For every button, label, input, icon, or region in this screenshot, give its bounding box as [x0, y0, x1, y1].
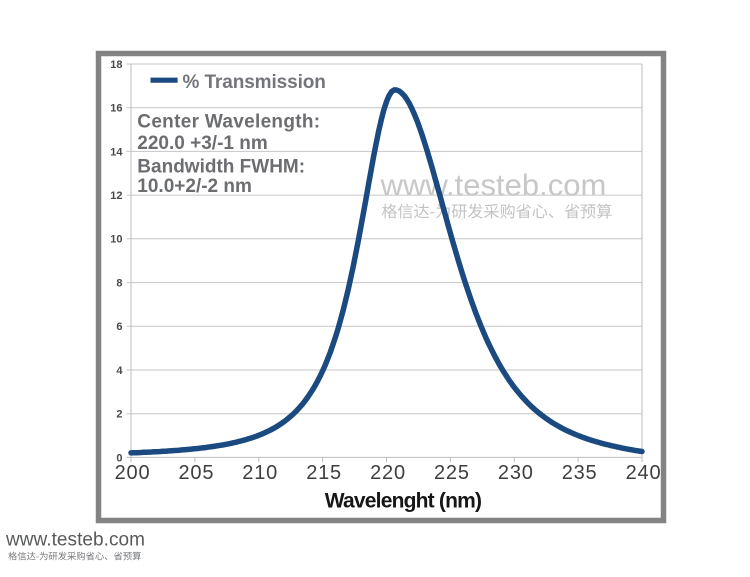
svg-text:12: 12 — [110, 190, 122, 202]
svg-text:10: 10 — [110, 234, 122, 246]
svg-text:18: 18 — [110, 59, 122, 71]
svg-text:0: 0 — [116, 452, 122, 464]
svg-text:6: 6 — [116, 321, 122, 333]
svg-text:Center Wavelength:: Center Wavelength: — [137, 112, 320, 133]
svg-text:% Transmission: % Transmission — [183, 72, 326, 93]
svg-text:10.0+2/-2 nm: 10.0+2/-2 nm — [137, 176, 252, 197]
svg-text:225: 225 — [434, 462, 470, 484]
svg-text:200: 200 — [115, 462, 151, 484]
svg-text:www.testeb.com: www.testeb.com — [5, 530, 145, 551]
svg-text:8: 8 — [116, 278, 122, 290]
svg-text:14: 14 — [110, 146, 123, 158]
svg-text:Wavelenght (nm): Wavelenght (nm) — [325, 490, 481, 513]
svg-text:210: 210 — [242, 462, 278, 484]
svg-text:16: 16 — [110, 103, 122, 115]
svg-text:215: 215 — [306, 462, 342, 484]
svg-text:235: 235 — [562, 462, 598, 484]
svg-text:2: 2 — [116, 409, 122, 421]
svg-text:205: 205 — [179, 462, 215, 484]
svg-text:220: 220 — [370, 462, 406, 484]
svg-text:4: 4 — [116, 365, 123, 377]
svg-text:220.0 +3/-1 nm: 220.0 +3/-1 nm — [137, 133, 267, 154]
svg-text:240: 240 — [626, 462, 662, 484]
svg-text:230: 230 — [498, 462, 534, 484]
svg-text:Bandwidth FWHM:: Bandwidth FWHM: — [137, 156, 305, 177]
svg-text:www.testeb.com: www.testeb.com — [380, 167, 607, 202]
